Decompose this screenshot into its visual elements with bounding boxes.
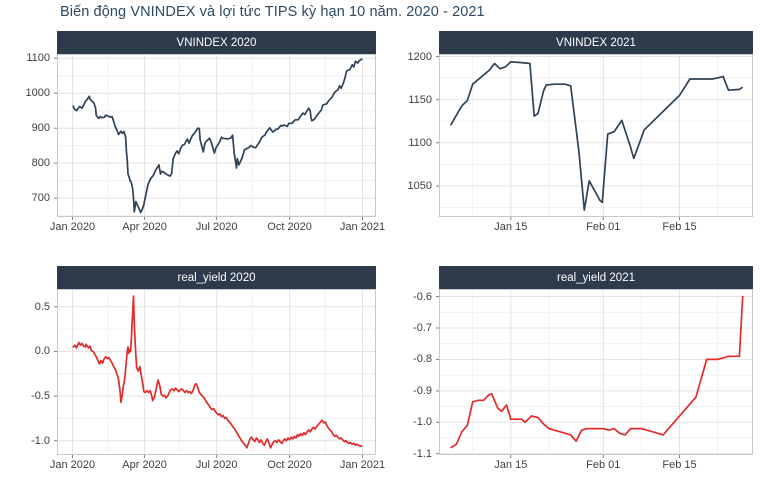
y-axis-label: 1150 <box>408 94 432 106</box>
x-axis: Jan 2020 Apr 2020 Jul 2020 Oct 2020 Jan 2021 <box>50 217 385 235</box>
panel-strip-label: VNINDEX 2021 <box>556 36 636 49</box>
x-axis-label: Jan 2021 <box>339 221 386 233</box>
y-axis-label: 1200 <box>407 51 432 63</box>
y-axis-label: -1.1 <box>413 448 432 460</box>
x-axis-label: Jan 2020 <box>49 459 96 471</box>
panel-vnindex-2020: VNINDEX 2020 700 800 900 1000 1100 Jan 2020 A… <box>9 31 385 235</box>
panel-strip-label: real_yield 2020 <box>177 271 256 284</box>
x-axis-label: Apr 2020 <box>122 459 167 471</box>
x-axis-label: Feb 01 <box>586 221 621 233</box>
x-axis-label: Jul 2020 <box>195 221 238 233</box>
y-axis-label: 700 <box>31 192 50 204</box>
figure-title: Biến động VNINDEX và lợi tức TIPS kỳ hạn… <box>60 4 485 20</box>
x-axis: Jan 2020 Apr 2020 Jul 2020 Oct 2020 Jan 2021 <box>50 455 385 473</box>
plot-area <box>436 289 753 458</box>
x-axis-label: Jul 2020 <box>195 459 238 471</box>
y-axis-label: 0.0 <box>34 345 50 357</box>
series-line <box>72 295 363 449</box>
panel-strip-label: VNINDEX 2020 <box>176 36 257 49</box>
panel-strip: VNINDEX 2020 <box>57 31 376 54</box>
y-axis-label: 1000 <box>25 87 50 99</box>
y-axis-label: 1100 <box>408 137 432 149</box>
y-axis-label: 0.5 <box>34 301 50 313</box>
panel-vnindex-2021: VNINDEX 2021 1050 1100 1150 1200 Jan 15 Feb … <box>391 31 753 235</box>
y-axis: 1050 1100 1150 1200 <box>391 51 439 217</box>
x-axis-label: Feb 01 <box>586 459 621 471</box>
x-axis-label: Oct 2020 <box>267 221 312 233</box>
y-axis: -0.6 -0.7 -0.8 -0.9 -1.0 -1.1 <box>391 289 439 460</box>
plot-area <box>54 289 376 458</box>
x-axis-label: Feb 15 <box>662 459 697 471</box>
plot-area <box>436 54 753 220</box>
chart-canvas <box>436 54 753 220</box>
chart-canvas <box>54 54 376 220</box>
series-line <box>450 295 744 449</box>
series-line <box>72 58 363 214</box>
x-axis-label: Jan 15 <box>494 221 528 233</box>
x-axis-label: Jan 2021 <box>339 459 386 471</box>
y-axis-label: -0.8 <box>413 353 432 365</box>
y-axis-label: -0.6 <box>413 291 432 303</box>
x-axis-label: Oct 2020 <box>267 459 312 471</box>
panel-strip: real_yield 2020 <box>57 266 376 289</box>
y-axis-label: -0.9 <box>413 385 432 397</box>
x-axis-label: Jan 15 <box>494 459 528 471</box>
panel-real-yield-2021: real_yield 2021 -0.6 -0.7 -0.8 -0.9 -1.0 -1.1… <box>391 266 753 473</box>
chart-canvas <box>54 289 376 458</box>
y-axis-label: 1050 <box>407 180 432 192</box>
panel-strip-label: real_yield 2021 <box>556 271 635 284</box>
y-axis-label: -1.0 <box>413 416 432 428</box>
x-axis: Jan 15 Feb 01 Feb 15 <box>439 217 753 235</box>
x-axis: Jan 15 Feb 01 Feb 15 <box>439 455 753 473</box>
y-axis-label: 1100 <box>26 52 50 64</box>
y-axis-label: 900 <box>31 122 50 134</box>
chart-canvas <box>436 289 753 458</box>
series-line <box>450 60 743 211</box>
panel-strip: real_yield 2021 <box>439 266 753 289</box>
y-axis-label: -0.7 <box>413 322 432 334</box>
panel-strip: VNINDEX 2021 <box>439 31 753 54</box>
x-axis-label: Jan 2020 <box>49 221 96 233</box>
y-axis-label: -0.5 <box>31 390 50 402</box>
y-axis-label: -1.0 <box>31 435 50 447</box>
y-axis: 700 800 900 1000 1100 <box>9 52 57 217</box>
x-axis-label: Apr 2020 <box>122 221 167 233</box>
y-axis-label: 800 <box>31 157 50 169</box>
y-axis: 0.5 0.0 -0.5 -1.0 <box>9 289 57 455</box>
plot-area <box>54 54 376 220</box>
panel-real-yield-2020: real_yield 2020 0.5 0.0 -0.5 -1.0 Jan 2020 A… <box>9 266 385 473</box>
x-axis-label: Feb 15 <box>662 221 697 233</box>
